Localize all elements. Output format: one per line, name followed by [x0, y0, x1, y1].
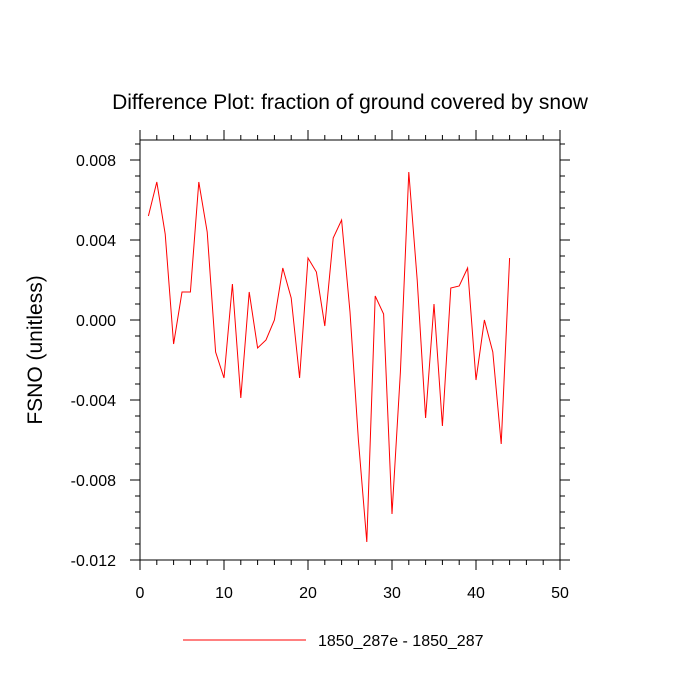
y-tick-label: -0.012 [71, 553, 116, 570]
legend: 1850_287e - 1850_287 [183, 633, 484, 650]
x-tick-label: 30 [383, 585, 401, 602]
x-tick-label: 20 [299, 585, 317, 602]
legend-entry-label: 1850_287e - 1850_287 [318, 633, 484, 650]
y-tick-label: -0.008 [71, 473, 116, 490]
y-tick-label: 0.008 [76, 153, 116, 170]
plot-area-frame [139, 139, 561, 561]
chart-title: Difference Plot: fraction of ground cove… [112, 91, 589, 114]
x-tick-label: 40 [467, 585, 485, 602]
x-tick-label: 10 [215, 585, 233, 602]
y-axis-label: FSNO (unitless) [24, 275, 47, 424]
y-tick-label: 0.004 [76, 233, 116, 250]
x-tick-label: 0 [136, 585, 145, 602]
y-axis: -0.012 -0.008 -0.004 0.000 0.004 0.008 [71, 143, 570, 570]
series-line [147, 171, 511, 543]
series-layer [147, 171, 511, 543]
x-axis: 0 10 20 30 40 50 [136, 130, 569, 602]
y-tick-label: -0.004 [71, 393, 116, 410]
y-tick-label: 0.000 [76, 313, 116, 330]
x-tick-label: 50 [551, 585, 569, 602]
